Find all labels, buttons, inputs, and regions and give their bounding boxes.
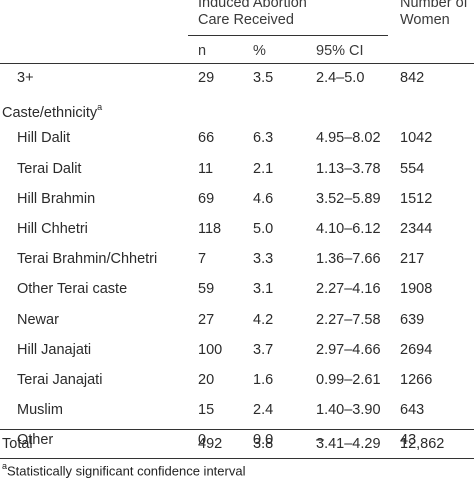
cell-pct: 1.6	[253, 372, 274, 388]
cell-n: 100	[198, 342, 223, 358]
cell-women: 2344	[400, 221, 433, 237]
cell-n: 66	[198, 130, 215, 146]
cell-women: 1042	[400, 130, 433, 146]
cell-ci: 2.27–7.58	[316, 312, 381, 328]
cell-pct: 6.3	[253, 130, 274, 146]
cell-n: 0	[198, 432, 207, 448]
row-label: Terai Janajati	[17, 372, 103, 388]
cell-pct: 4.2	[253, 312, 274, 328]
footnote-text: Statistically significant confidence int…	[7, 463, 246, 479]
row-label: Terai Dalit	[17, 161, 82, 177]
cell-n: 20	[198, 372, 215, 388]
cell-pct: 5.0	[253, 221, 274, 237]
cell-ci: 2.4–5.0	[316, 70, 365, 86]
cell-women: 2694	[400, 342, 433, 358]
cell-women: 643	[400, 402, 425, 418]
cell-pct: 3.7	[253, 342, 274, 358]
cell-ci: 1.13–3.78	[316, 161, 381, 177]
col-header-ci: 95% CI	[316, 43, 364, 59]
table-bottom-rule	[0, 458, 474, 459]
row-label: Other Terai caste	[17, 281, 128, 297]
cell-pct: 0.0	[253, 432, 274, 448]
cell-pct: 3.1	[253, 281, 274, 297]
row-label: Hill Janajati	[17, 342, 92, 358]
cell-ci: 2.27–4.16	[316, 281, 381, 297]
row-label: Terai Brahmin/Chhetri	[17, 251, 158, 267]
cell-women: 554	[400, 161, 425, 177]
col-header-pct: %	[253, 43, 266, 59]
cell-women: 639	[400, 312, 425, 328]
cell-women: 842	[400, 70, 425, 86]
cell-n: 7	[198, 251, 207, 267]
total-ci: 3.41–4.29	[316, 436, 381, 452]
col-header-n: n	[198, 43, 207, 59]
cell-n: 11	[198, 161, 214, 177]
header-bottom-rule	[0, 63, 474, 64]
cell-ci: 4.10–6.12	[316, 221, 381, 237]
footnote-mark: a	[2, 461, 8, 471]
cell-women: 1266	[400, 372, 433, 388]
cell-ci: 4.95–8.02	[316, 130, 381, 146]
total-pct: 3.8	[253, 436, 274, 452]
header-group-title-line2: Care Received	[198, 12, 294, 28]
section-label-sup: a	[97, 102, 103, 112]
row-label: Other	[17, 432, 54, 448]
cell-pct: 4.6	[253, 191, 274, 207]
cell-women: 1908	[400, 281, 433, 297]
cell-ci: 1.36–7.66	[316, 251, 381, 267]
cell-n: 29	[198, 70, 215, 86]
cell-pct: 2.4	[253, 402, 274, 418]
row-label: Hill Chhetri	[17, 221, 88, 237]
cell-women: 1512	[400, 191, 433, 207]
header-group-title-line1: Induced Abortion	[198, 0, 307, 11]
row-label: Muslim	[17, 402, 63, 418]
row-label: Newar	[17, 312, 59, 328]
cell-n: 59	[198, 281, 215, 297]
cell-pct: 2.1	[253, 161, 274, 177]
row-label: Hill Brahmin	[17, 191, 96, 207]
header-women-line1: Number of	[400, 0, 468, 11]
section-label: Caste/ethnicitya	[2, 100, 102, 122]
cell-ci: 2.97–4.66	[316, 342, 381, 358]
row-label: 3+	[17, 70, 34, 86]
cell-ci: 1.40–3.90	[316, 402, 381, 418]
total-label: Total	[2, 436, 33, 452]
cell-women: 43	[400, 432, 417, 448]
cell-n: 27	[198, 312, 215, 328]
total-top-rule	[0, 429, 474, 430]
total-n: 492	[198, 436, 223, 452]
cell-n: 15	[198, 402, 215, 418]
cell-ci: –	[316, 432, 325, 448]
section-label-text: Caste/ethnicity	[2, 104, 98, 121]
footnote: aStatistically significant confidence in…	[2, 461, 246, 479]
total-women: 12,862	[400, 436, 445, 452]
header-women-line2: Women	[400, 12, 450, 28]
cell-pct: 3.5	[253, 70, 274, 86]
header-divider	[188, 35, 388, 36]
cell-pct: 3.3	[253, 251, 274, 267]
cell-ci: 3.52–5.89	[316, 191, 381, 207]
row-label: Hill Dalit	[17, 130, 71, 146]
cell-n: 118	[198, 221, 222, 237]
cell-n: 69	[198, 191, 215, 207]
cell-women: 217	[400, 251, 425, 267]
cell-ci: 0.99–2.61	[316, 372, 381, 388]
